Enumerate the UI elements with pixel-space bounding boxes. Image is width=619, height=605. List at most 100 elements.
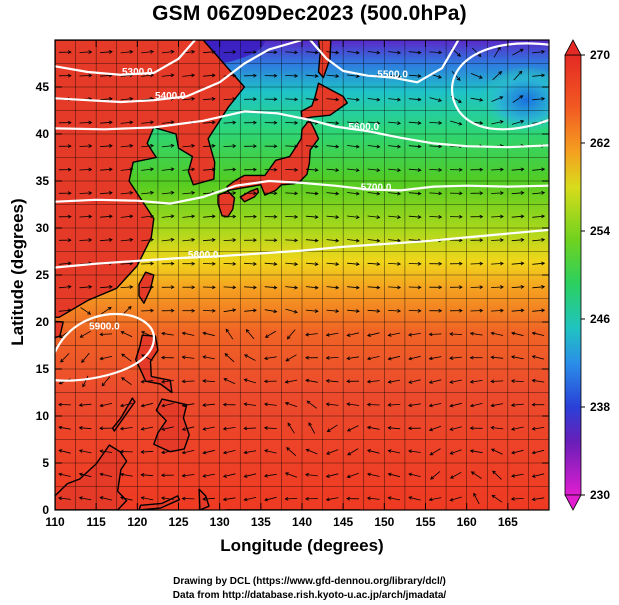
wind-arrow-head — [531, 355, 536, 359]
wind-arrow-head — [457, 53, 461, 57]
wind-arrow-head — [438, 285, 443, 290]
wind-arrow-shaft — [367, 51, 380, 54]
wind-arrow-head — [222, 474, 227, 478]
wind-arrow-head — [129, 191, 134, 195]
wind-arrow-head — [520, 238, 525, 242]
colorbar-body — [564, 54, 582, 496]
wind-arrow-head — [335, 144, 340, 149]
wind-arrow-head — [335, 97, 340, 102]
wind-arrow-head — [78, 449, 83, 453]
wind-arrow-head — [88, 120, 93, 125]
wind-arrow-head — [387, 449, 392, 453]
wind-arrow-head — [417, 308, 422, 313]
wind-arrow-shaft — [141, 426, 154, 430]
wind-arrow-shaft — [491, 380, 504, 382]
wind-arrow-shaft — [492, 71, 502, 81]
wind-arrow-shaft — [493, 46, 501, 58]
wind-arrow-head — [108, 238, 113, 242]
wind-arrow-head — [170, 120, 175, 125]
wind-arrow-shaft — [326, 262, 339, 265]
wind-arrow-head — [88, 214, 93, 219]
wind-arrow-head — [497, 46, 501, 51]
x-tick-label: 150 — [374, 515, 394, 529]
wind-arrow-head — [245, 328, 250, 333]
wind-arrow-head — [67, 261, 72, 266]
colorbar-label: 238 — [590, 400, 610, 414]
wind-arrow-head — [67, 50, 72, 55]
wind-arrow-head — [366, 333, 371, 337]
wind-arrow-shaft — [388, 192, 401, 195]
wind-arrow-head — [263, 473, 268, 478]
wind-arrow-head — [469, 379, 474, 384]
wind-arrow-shaft — [470, 73, 483, 79]
map-plot-area: 5300.0 5400.0 5500.0 5600.0 5700.0 5800.0 5900… — [55, 40, 549, 510]
wind-arrow-shaft — [100, 168, 113, 171]
wind-arrow-head — [273, 50, 278, 55]
wind-arrow-shaft — [471, 471, 482, 479]
wind-arrow-head — [449, 451, 454, 455]
wind-arrow-head — [88, 73, 93, 78]
wind-arrow-shaft — [161, 497, 174, 500]
wind-arrow-head — [519, 95, 524, 99]
wind-arrow-shaft — [100, 333, 113, 335]
wind-arrow-shaft — [367, 497, 380, 500]
wind-arrow-shaft — [141, 263, 154, 265]
wind-arrow-shaft — [491, 448, 503, 455]
wind-arrow-head — [129, 167, 134, 172]
wind-arrow-shaft — [81, 352, 90, 363]
wind-arrow-head — [181, 427, 186, 431]
sakhalin — [317, 40, 332, 79]
wind-arrow-head — [541, 50, 546, 54]
wind-arrow-head — [202, 497, 207, 501]
wind-arrow-head — [511, 450, 516, 455]
wind-arrow-head — [243, 378, 248, 383]
wind-arrow-shaft — [285, 498, 298, 500]
wind-arrow-head — [376, 262, 381, 266]
wind-arrow-shaft — [202, 497, 215, 500]
wind-arrow-shaft — [491, 356, 504, 359]
wind-arrow-shaft — [58, 309, 71, 312]
wind-arrow-shaft — [285, 354, 297, 362]
wind-arrow-shaft — [408, 379, 421, 383]
wind-arrow-head — [490, 355, 495, 360]
wind-arrow-head — [438, 121, 443, 125]
wind-arrow-shaft — [202, 74, 215, 77]
wind-arrow-shaft — [491, 239, 504, 241]
wind-arrow-shaft — [408, 145, 421, 148]
wind-arrow-head — [191, 167, 196, 172]
wind-arrow-shaft — [532, 449, 545, 454]
wind-arrow-shaft — [429, 169, 442, 171]
wind-arrow-shaft — [223, 286, 236, 288]
wind-arrow-head — [325, 356, 330, 360]
wind-arrow-head — [232, 144, 237, 148]
wind-arrow-shaft — [285, 122, 298, 124]
wind-arrow-head — [428, 427, 433, 432]
wind-arrow-head — [253, 73, 257, 78]
wind-arrow-head — [273, 120, 278, 125]
wind-arrow-shaft — [430, 471, 441, 480]
wind-arrow-head — [129, 214, 134, 219]
wind-arrow-shaft — [408, 496, 421, 501]
wind-arrow-shaft — [347, 239, 360, 242]
wind-arrow-head — [314, 309, 319, 313]
wind-arrow-head — [286, 335, 291, 340]
wind-arrow-head — [490, 379, 495, 384]
wind-arrow-shaft — [450, 120, 462, 125]
wind-arrow-shaft — [306, 449, 318, 455]
wind-arrow-head — [79, 334, 84, 338]
wind-arrow-head — [335, 309, 340, 313]
wind-arrow-head — [470, 471, 475, 475]
wind-arrow-shaft — [202, 98, 215, 101]
wind-arrow-shaft — [532, 98, 545, 101]
wind-arrow-shaft — [79, 169, 92, 171]
wind-arrow-head — [273, 238, 278, 243]
y-axis-label: Latitude (degrees) — [8, 198, 27, 346]
wind-arrow-shaft — [264, 286, 277, 289]
wind-arrow-head — [161, 427, 166, 431]
y-tick-label: 40 — [36, 127, 50, 141]
wind-arrow-head — [314, 74, 319, 78]
wind-arrow-head — [129, 50, 134, 54]
wind-arrow-head — [438, 144, 443, 149]
wind-arrow-head — [469, 426, 474, 431]
wind-arrow-head — [376, 285, 381, 290]
